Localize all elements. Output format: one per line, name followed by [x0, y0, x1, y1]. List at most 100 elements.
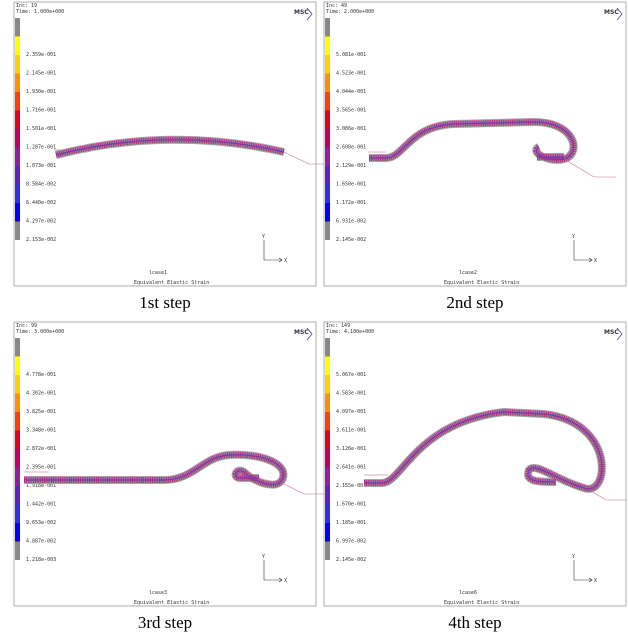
legend-label: 4.523e-001 [336, 71, 366, 77]
legend-label: 1.930e-001 [26, 89, 56, 95]
legend-label: 9.653e-002 [26, 520, 56, 526]
axis-x-label: X [594, 578, 597, 584]
color-bar [325, 147, 330, 166]
legend-label: 1.218e-003 [26, 557, 56, 563]
color-bar [325, 203, 330, 222]
legend-label: 2.872e-001 [26, 446, 56, 452]
axis-y-label: Y [262, 554, 265, 560]
time-label: Time: 1.000e+000 [16, 9, 64, 15]
logo-mark [616, 7, 623, 21]
quantity-label: Equivalent Elastic Strain [444, 600, 519, 606]
color-bar [325, 166, 330, 185]
color-bar [15, 449, 20, 468]
legend-label: 4.297e-002 [26, 219, 56, 225]
color-bar [325, 523, 330, 542]
axis-x-label: X [284, 578, 287, 584]
legend-label: 4.044e-001 [336, 89, 366, 95]
color-bar [325, 338, 330, 357]
color-bar [325, 92, 330, 111]
legend-label: 2.145e-002 [336, 237, 366, 243]
color-bar [15, 338, 20, 357]
beam-core [364, 411, 603, 490]
axis-y-label: Y [572, 234, 575, 240]
panel-frame [323, 1, 627, 287]
color-bar [325, 504, 330, 523]
lcase-label: lcase2 [459, 270, 477, 276]
color-bar [325, 36, 330, 55]
caption: 2nd step [446, 293, 503, 312]
legend-label: 2.395e-001 [26, 465, 56, 471]
color-bar [325, 55, 330, 74]
logo-mark [306, 327, 313, 341]
inc-label: Inc: 19 [16, 3, 37, 9]
color-bar [325, 449, 330, 468]
logo-mark [306, 7, 313, 21]
axis-y-label: Y [572, 554, 575, 560]
color-bar [325, 412, 330, 431]
color-bar [325, 129, 330, 148]
legend-label: 1.650e-001 [336, 182, 366, 188]
legend-label: 2.641e-001 [336, 465, 366, 471]
color-bar [325, 486, 330, 505]
beam-core [369, 121, 574, 161]
color-bar [325, 110, 330, 129]
legend-label: 1.670e-001 [336, 502, 366, 508]
inc-label: Inc: 149 [326, 323, 350, 329]
logo: MSC [294, 9, 309, 16]
beam-core [55, 139, 285, 156]
color-bar [325, 393, 330, 412]
legend-label: 4.097e-001 [336, 409, 366, 415]
color-bar [15, 356, 20, 375]
legend-label: 2.359e-001 [26, 52, 56, 58]
quantity-label: Equivalent Elastic Strain [134, 600, 209, 606]
logo-mark [616, 327, 623, 341]
legend-label: 4.583e-001 [336, 391, 366, 397]
color-bar [325, 356, 330, 375]
color-bar [15, 147, 20, 166]
panel-frame [323, 321, 627, 607]
legend-label: 3.611e-001 [336, 428, 366, 434]
legend-label: 8.584e-002 [26, 182, 56, 188]
color-bar [15, 541, 20, 560]
legend-label: 3.086e-001 [336, 126, 366, 132]
legend-label: 3.348e-001 [26, 428, 56, 434]
legend-label: 1.185e-001 [336, 520, 366, 526]
legend-label: 4.887e-002 [26, 539, 56, 545]
legend-label: 3.565e-001 [336, 108, 366, 114]
legend-label: 2.145e-001 [26, 71, 56, 77]
legend-label: 1.073e-001 [26, 163, 56, 169]
color-bar [15, 92, 20, 111]
logo: MSC [294, 329, 309, 336]
axis-y-label: Y [262, 234, 265, 240]
legend-label: 1.501e-001 [26, 126, 56, 132]
legend-label: 2.145e-002 [336, 557, 366, 563]
panel-frame [13, 321, 317, 607]
color-bar [15, 55, 20, 74]
legend-label: 5.081e-001 [336, 52, 366, 58]
caption: 4th step [448, 613, 501, 632]
color-bar [15, 129, 20, 148]
color-bar [15, 36, 20, 55]
legend-label: 2.153e-002 [26, 237, 56, 243]
axis-x-label: X [594, 258, 597, 264]
legend-label: 6.931e-002 [336, 219, 366, 225]
caption: 1st step [139, 293, 190, 312]
legend-label: 6.440e-002 [26, 200, 56, 206]
color-bar [15, 430, 20, 449]
legend-label: 4.778e-001 [26, 372, 56, 378]
color-bar [15, 73, 20, 92]
legend-label: 6.997e-002 [336, 539, 366, 545]
inc-label: Inc: 99 [16, 323, 37, 329]
legend-label: 3.825e-001 [26, 409, 56, 415]
legend-label: 1.918e-001 [26, 483, 56, 489]
legend-label: 5.067e-001 [336, 372, 366, 378]
tail [563, 158, 616, 178]
color-bar [325, 541, 330, 560]
legend-label: 1.287e-001 [26, 145, 56, 151]
axis-triad [263, 560, 283, 583]
